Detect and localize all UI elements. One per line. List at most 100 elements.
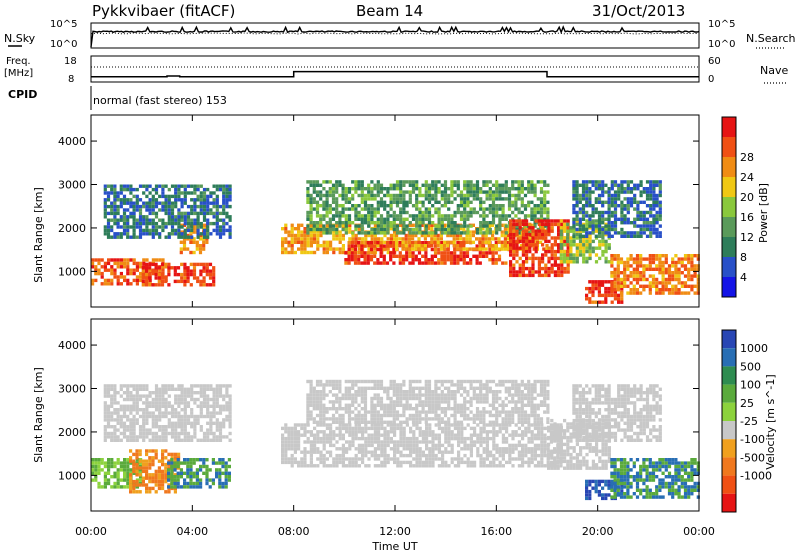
heat-cell-2 [196,485,199,488]
heat-cell-11 [671,257,674,260]
heat-cell-11 [687,271,690,274]
heat-cell-12 [572,207,575,210]
heat-cell-11 [626,264,629,267]
heat-cell-8 [554,250,557,253]
heat-cell-1 [187,273,190,276]
heat-cell-3 [110,236,113,239]
heat-cell-8 [522,233,525,236]
heat-cell-12 [656,197,659,200]
heat-cell-12 [646,218,649,221]
heat-cell-4 [374,434,377,437]
heat-cell-11 [623,264,626,267]
heat-cell-3 [158,439,161,442]
heat-cell-3 [197,219,200,222]
heat-cell-7 [326,228,329,231]
heat-cell-8 [509,264,512,267]
heat-cell-3 [200,191,203,194]
heat-cell-4 [332,251,335,254]
heat-cell-4 [364,444,367,447]
heat-cell-7 [495,231,498,234]
heat-cell-3 [190,391,193,394]
heat-cell-8 [563,267,566,270]
heat-cell-8 [531,264,534,267]
heat-cell-4 [492,430,495,433]
heat-cell-3 [171,415,174,418]
heat-cell-4 [431,451,434,454]
heat-cell-1 [190,283,193,286]
heat-cell-7 [463,207,466,210]
heat-cell-10 [591,290,594,293]
heat-cell-3 [155,198,158,201]
heat-cell-3 [120,205,123,208]
heat-cell-3 [110,439,113,442]
heat-cell-3 [133,188,136,191]
heat-cell-7 [521,190,524,193]
heat-cell-3 [129,236,132,239]
heat-cell-3 [184,439,187,442]
heat-cell-5 [389,255,392,258]
heat-cell-4 [355,434,358,437]
heat-cell-8 [522,243,525,246]
heat-cell-6 [405,247,408,250]
heat-cell-4 [438,434,441,437]
heat-cell-7 [354,190,357,193]
heat-cell-8 [544,240,547,243]
heat-cell-4 [374,440,377,443]
heat-cell-5 [453,261,456,264]
heat-cell-4 [441,444,444,447]
heat-cell-2 [202,247,205,250]
heat-cell-4 [387,430,390,433]
heat-cell-7 [383,218,386,221]
heat-cell-4 [348,461,351,464]
heat-cell-3 [161,185,164,188]
heat-cell-6 [414,247,417,250]
heat-cell-3 [104,415,107,418]
heat-cell-7 [313,224,316,227]
station-title: Pykkvibaer (fitACF) [92,2,235,20]
heat-cell-3 [107,191,110,194]
heat-cell-4 [403,427,406,430]
heat-cell-7 [377,221,380,224]
heat-cell-4 [403,461,406,464]
heat-cell-3 [107,418,110,421]
heat-cell-3 [142,418,145,421]
heat-cell-4 [412,444,415,447]
heat-cell-2 [202,244,205,247]
heat-cell-12 [592,214,595,217]
heat-cell-3 [120,225,123,228]
heat-cell-4 [422,437,425,440]
heat-cell-10 [585,294,588,297]
heat-cell-4 [435,457,438,460]
heat-cell-7 [428,207,431,210]
heat-cell-7 [326,194,329,197]
heat-cell-2 [218,475,221,478]
heat-cell-7 [454,197,457,200]
heat-cell-3 [168,198,171,201]
heat-cell-11 [674,288,677,291]
heat-cell-4 [307,237,310,240]
heat-cell-7 [476,211,479,214]
heat-cell-3 [123,222,126,225]
heat-cell-3 [145,401,148,404]
heat-cell-4 [316,430,319,433]
heat-cell-12 [582,224,585,227]
heat-cell-5 [431,258,434,261]
heat-cell-1 [129,473,132,476]
heat-cell-4 [329,454,332,457]
heat-cell-3 [181,408,184,411]
heat-cell-4 [399,461,402,464]
heat-cell-3 [206,219,209,222]
heat-cell-0 [110,465,113,468]
heat-cell-3 [149,219,152,222]
heat-cell-7 [422,184,425,187]
heat-cell-4 [383,437,386,440]
heat-cell-5 [364,258,367,261]
heat-cell-11 [687,261,690,264]
heat-cell-3 [187,435,190,438]
heat-cell-7 [377,184,380,187]
heat-cell-7 [521,180,524,183]
heat-cell-7 [322,218,325,221]
heat-cell-7 [354,184,357,187]
heat-cell-4 [297,434,300,437]
heat-cell-1 [212,280,215,283]
